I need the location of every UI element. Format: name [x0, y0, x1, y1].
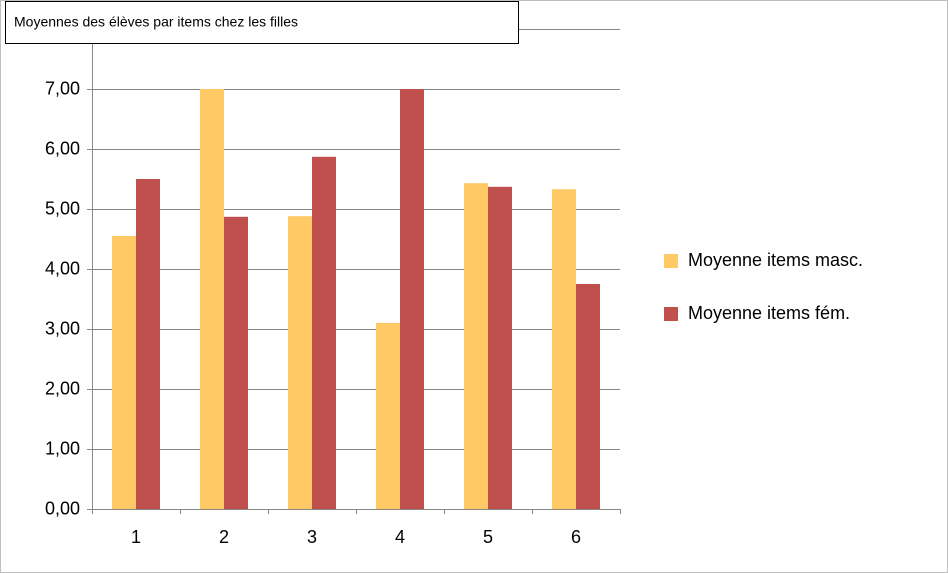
- legend-label: Moyenne items fém.: [688, 303, 850, 323]
- legend-label: Moyenne items masc.: [688, 250, 863, 270]
- bar: [288, 216, 312, 509]
- x-tick-label: 3: [307, 527, 317, 547]
- y-tick-label: 6,00: [45, 138, 80, 158]
- bar: [200, 89, 224, 509]
- y-tick-label: 7,00: [45, 78, 80, 98]
- title-box: [5, 1, 519, 44]
- y-tick-label: 4,00: [45, 258, 80, 278]
- legend-swatch: [664, 254, 678, 268]
- x-tick-label: 6: [571, 527, 581, 547]
- bar: [488, 186, 512, 510]
- y-tick-label: 0,00: [45, 498, 80, 518]
- bar: [552, 189, 576, 509]
- bar: [576, 284, 600, 509]
- x-tick-label: 5: [483, 527, 493, 547]
- x-tick-label: 4: [395, 527, 405, 547]
- chart-title: Moyennes des élèves par items chez les f…: [14, 14, 298, 30]
- bar: [376, 323, 400, 509]
- y-tick-label: 3,00: [45, 318, 80, 338]
- x-tick-label: 2: [219, 527, 229, 547]
- bar: [464, 183, 488, 509]
- bar: [312, 156, 336, 510]
- y-tick-label: 1,00: [45, 438, 80, 458]
- plot-area: 0,00 1,00 2,00 3,00 4,00 5,00 6,00 7,00 1 2 3 4 5 6: [45, 29, 621, 547]
- bar: [112, 236, 136, 509]
- bar: [224, 216, 248, 510]
- y-tick-label: 5,00: [45, 198, 80, 218]
- x-tick-label: 1: [131, 527, 141, 547]
- bar: [400, 89, 424, 509]
- y-tick-label: 2,00: [45, 378, 80, 398]
- legend-swatch: [664, 307, 678, 321]
- bar: [136, 179, 160, 509]
